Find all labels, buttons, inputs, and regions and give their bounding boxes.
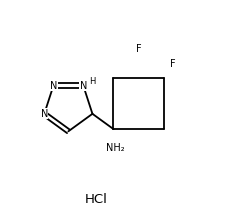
Text: NH₂: NH₂ [106, 143, 124, 153]
Text: N: N [79, 81, 87, 91]
Text: F: F [170, 59, 175, 69]
Text: F: F [136, 44, 142, 54]
Text: HCl: HCl [84, 193, 107, 206]
Text: H: H [89, 77, 96, 86]
Text: N: N [41, 109, 48, 119]
Text: N: N [50, 81, 57, 91]
